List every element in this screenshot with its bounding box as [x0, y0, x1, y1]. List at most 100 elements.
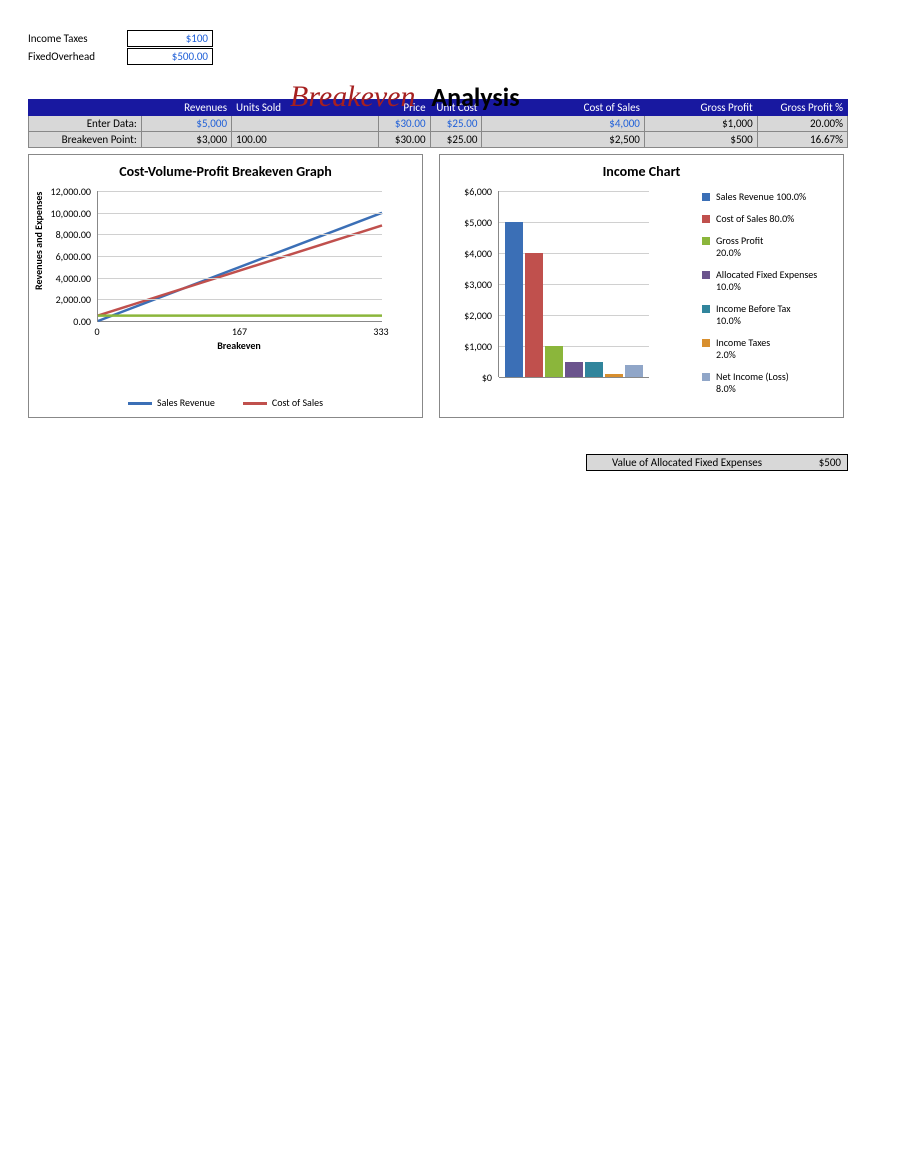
legend-text: Gross Profit20.0% — [716, 235, 836, 259]
legend-text: Cost of Sales 80.0% — [716, 213, 836, 225]
table-cell[interactable]: $2,500 — [482, 132, 644, 148]
legend-pct: 8.0% — [716, 383, 836, 395]
line-chart-legend: Sales Revenue Cost of Sales — [29, 396, 422, 409]
legend-text: Sales Revenue 100.0% — [716, 191, 836, 203]
table-cell[interactable]: $3,000 — [141, 132, 231, 148]
legend-item: Allocated Fixed Expenses10.0% — [702, 269, 836, 293]
title-word-2: Analysis — [431, 81, 519, 113]
ytick-label: $1,000 — [448, 340, 492, 353]
legend-text: Income Taxes2.0% — [716, 337, 836, 361]
legend-swatch — [702, 237, 710, 245]
legend-pct: 10.0% — [716, 281, 836, 293]
table-cell[interactable]: 20.00% — [757, 116, 847, 132]
bar — [605, 374, 623, 377]
bar — [505, 222, 523, 377]
legend-swatch — [702, 305, 710, 313]
charts-row: Cost-Volume-Profit Breakeven Graph Reven… — [28, 154, 872, 418]
allocated-fixed-expenses-value: $500 — [787, 455, 847, 470]
chart-line — [98, 213, 382, 321]
income-taxes-label: Income Taxes — [28, 32, 127, 45]
table-cell[interactable]: $4,000 — [482, 116, 644, 132]
table-cell[interactable]: $1,000 — [644, 116, 757, 132]
legend-pct: 20.0% — [716, 247, 836, 259]
title-word-1: Breakeven — [290, 80, 415, 113]
line-chart-xlabel: Breakeven — [97, 339, 381, 352]
legend-item: Sales Revenue — [128, 396, 215, 409]
bar-chart-legend: Sales Revenue 100.0% Cost of Sales 80.0% G… — [702, 191, 836, 405]
ytick-label: $4,000 — [448, 247, 492, 260]
legend-item: Cost of Sales — [243, 396, 323, 409]
table-cell[interactable]: $30.00 — [378, 116, 430, 132]
ytick-label: $2,000 — [448, 309, 492, 322]
bar — [585, 362, 603, 378]
legend-swatch — [702, 193, 710, 201]
legend-pct: 2.0% — [716, 349, 836, 361]
bar — [545, 346, 563, 377]
table-cell[interactable]: $25.00 — [430, 132, 482, 148]
bar-group — [505, 222, 645, 377]
ytick-label: $5,000 — [448, 216, 492, 229]
line-chart-plot — [97, 191, 382, 322]
table-header — [29, 100, 142, 116]
xtick-label: 333 — [361, 325, 401, 338]
chart-line — [98, 225, 382, 315]
legend-text: Income Before Tax10.0% — [716, 303, 836, 327]
legend-pct: 10.0% — [716, 315, 836, 327]
bar — [625, 365, 643, 377]
bar-chart: Income Chart $0$1,000$2,000$3,000$4,000$… — [439, 154, 844, 418]
line-chart-title: Cost-Volume-Profit Breakeven Graph — [29, 155, 422, 184]
table-cell[interactable]: 16.67% — [757, 132, 847, 148]
ytick-label: $0 — [448, 371, 492, 384]
legend-item: Income Taxes2.0% — [702, 337, 836, 361]
table-header: Gross Profit % — [757, 100, 847, 116]
xtick-label: 0 — [77, 325, 117, 338]
legend-label: Sales Revenue — [157, 396, 215, 409]
table-cell[interactable]: $5,000 — [141, 116, 231, 132]
bar — [525, 253, 543, 377]
ytick-label: $6,000 — [448, 185, 492, 198]
page: Income Taxes $100 FixedOverhead $500.00 … — [0, 0, 900, 1165]
ytick-label: 6,000.00 — [35, 250, 91, 263]
line-chart: Cost-Volume-Profit Breakeven Graph Reven… — [28, 154, 423, 418]
table-row: Enter Data:$5,000 $30.00$25.00$4,000$1,00… — [29, 116, 848, 132]
fixed-overhead-row: FixedOverhead $500.00 — [28, 48, 872, 65]
legend-swatch — [702, 215, 710, 223]
ytick-label: 10,000.00 — [35, 207, 91, 220]
table-cell[interactable]: $30.00 — [378, 132, 430, 148]
ytick-label: 12,000.00 — [35, 185, 91, 198]
legend-item: Sales Revenue 100.0% — [702, 191, 836, 203]
legend-label: Cost of Sales — [272, 396, 323, 409]
ytick-label: 4,000.00 — [35, 272, 91, 285]
legend-label: Cost of Sales 80.0% — [716, 213, 836, 225]
row-label: Breakeven Point: — [29, 132, 142, 148]
legend-swatch — [243, 402, 267, 405]
legend-swatch — [702, 373, 710, 381]
legend-swatch — [128, 402, 152, 405]
fixed-overhead-input[interactable]: $500.00 — [127, 48, 213, 65]
table-cell[interactable] — [232, 116, 379, 132]
fixed-overhead-label: FixedOverhead — [28, 50, 127, 63]
legend-item: Income Before Tax10.0% — [702, 303, 836, 327]
legend-swatch — [702, 339, 710, 347]
table-header: Gross Profit — [644, 100, 757, 116]
legend-text: Net Income (Loss)8.0% — [716, 371, 836, 395]
table-row: Breakeven Point:$3,000100.00$30.00$25.00… — [29, 132, 848, 148]
legend-item: Gross Profit20.0% — [702, 235, 836, 259]
legend-item: Cost of Sales 80.0% — [702, 213, 836, 225]
table-header: Revenues — [141, 100, 231, 116]
bar — [565, 362, 583, 378]
table-cell[interactable]: 100.00 — [232, 132, 379, 148]
income-taxes-row: Income Taxes $100 — [28, 30, 872, 47]
bar-chart-plot — [498, 191, 649, 377]
legend-swatch — [702, 271, 710, 279]
ytick-label: 8,000.00 — [35, 228, 91, 241]
allocated-fixed-expenses-label: Value of Allocated Fixed Expenses — [587, 455, 787, 470]
table-cell[interactable]: $500 — [644, 132, 757, 148]
legend-text: Allocated Fixed Expenses10.0% — [716, 269, 836, 293]
income-taxes-input[interactable]: $100 — [127, 30, 213, 47]
bar-chart-title: Income Chart — [440, 155, 843, 184]
table-cell[interactable]: $25.00 — [430, 116, 482, 132]
legend-label: Sales Revenue 100.0% — [716, 191, 836, 203]
row-label: Enter Data: — [29, 116, 142, 132]
xtick-label: 167 — [219, 325, 259, 338]
